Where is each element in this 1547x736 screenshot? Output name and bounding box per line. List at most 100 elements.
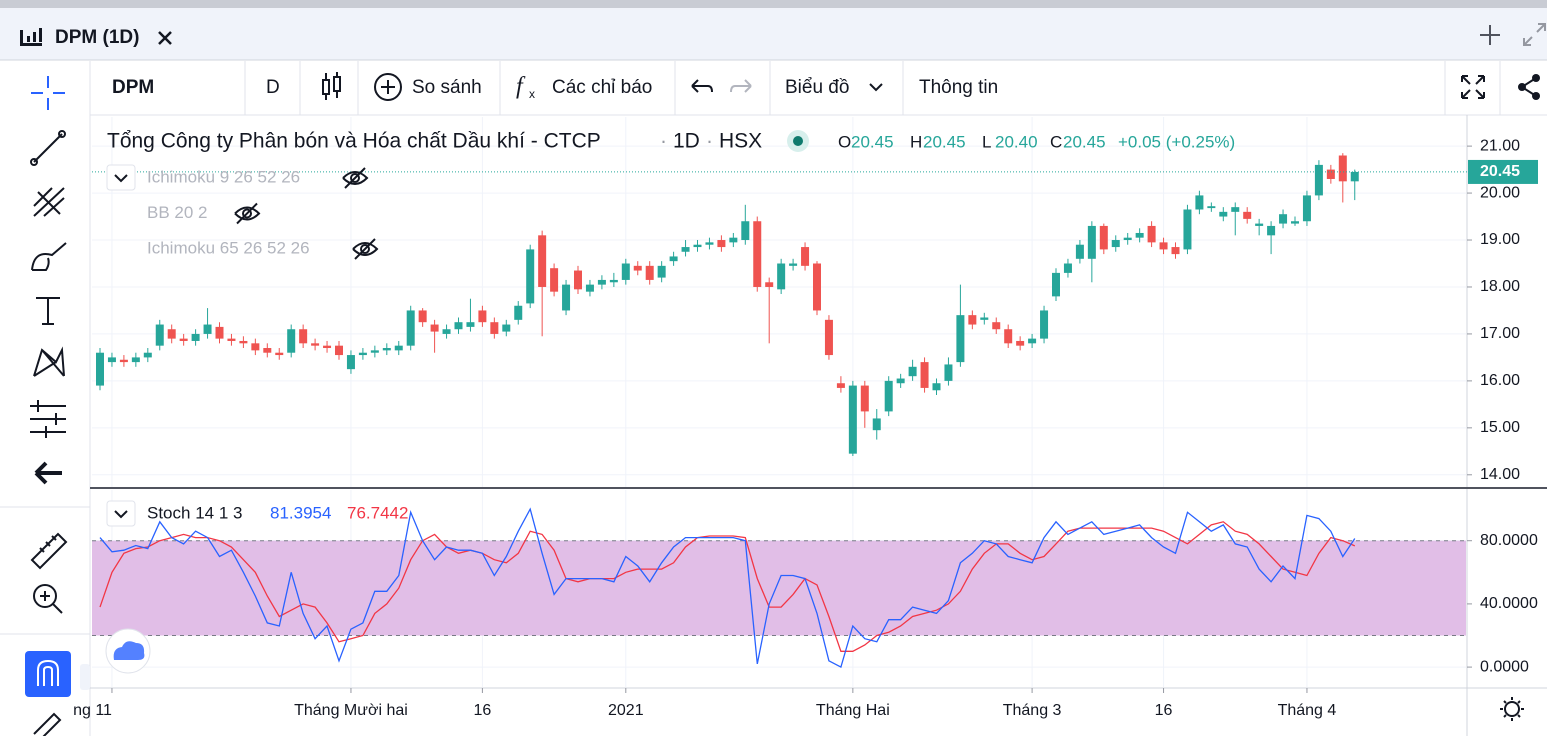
candle-body bbox=[944, 364, 953, 381]
indicators-icon[interactable]: x bbox=[529, 87, 535, 101]
candle-body bbox=[1291, 221, 1299, 224]
candle-body bbox=[502, 324, 511, 332]
indicators[interactable]: Các chỉ báo bbox=[552, 77, 652, 98]
collapse-handle[interactable] bbox=[80, 664, 90, 690]
compare-icon[interactable] bbox=[381, 80, 395, 94]
candle-body bbox=[585, 284, 594, 292]
candle-body bbox=[550, 268, 559, 292]
info[interactable]: Thông tin bbox=[919, 77, 998, 98]
candle-body bbox=[621, 263, 630, 280]
x-tick-label: Tháng 4 bbox=[1278, 702, 1337, 719]
candle-body bbox=[478, 310, 487, 323]
hidden-icon[interactable] bbox=[360, 244, 370, 254]
stoch-line bbox=[99, 521, 1356, 652]
lock-tool[interactable] bbox=[33, 712, 62, 736]
y-tick-label: 14.00 bbox=[1480, 466, 1520, 483]
prediction-tool[interactable] bbox=[30, 400, 66, 438]
hidden-icon[interactable] bbox=[234, 202, 261, 225]
ohlc-value: 20.45 bbox=[923, 132, 966, 151]
settings[interactable] bbox=[1500, 697, 1524, 721]
tab-bar bbox=[0, 8, 1547, 60]
fib-tool[interactable] bbox=[33, 187, 65, 217]
toolbar-separators bbox=[244, 61, 1501, 115]
legend-interval: 1D bbox=[673, 130, 700, 153]
price-change: +0.05 (+0.25%) bbox=[1118, 132, 1235, 151]
collapse-button[interactable] bbox=[106, 164, 136, 191]
share[interactable] bbox=[1518, 74, 1540, 100]
compare-icon[interactable] bbox=[374, 73, 402, 101]
interval[interactable]: D bbox=[266, 77, 280, 98]
candle-body bbox=[311, 343, 320, 346]
pattern-tool[interactable] bbox=[33, 346, 65, 377]
magnet-tool[interactable] bbox=[37, 659, 59, 686]
candle-body bbox=[1183, 209, 1192, 250]
close-tab[interactable] bbox=[158, 31, 172, 45]
drawing-toolbar bbox=[0, 61, 90, 736]
line-tool[interactable] bbox=[33, 133, 63, 163]
text-tool[interactable] bbox=[36, 297, 60, 325]
magnet-tool[interactable] bbox=[25, 651, 71, 697]
candle-body bbox=[1147, 225, 1156, 243]
candle-body bbox=[1326, 169, 1335, 179]
brush-tool[interactable] bbox=[31, 242, 67, 271]
redo[interactable] bbox=[730, 79, 752, 93]
separator: · bbox=[706, 130, 713, 153]
collapse-button[interactable] bbox=[114, 510, 128, 519]
candle-body bbox=[872, 418, 881, 431]
candle-body bbox=[406, 310, 415, 346]
stoch-band bbox=[92, 540, 1466, 636]
dropdown-arrow[interactable] bbox=[869, 83, 883, 92]
add-tab[interactable] bbox=[1480, 25, 1500, 45]
candle-body bbox=[1087, 225, 1096, 259]
crosshair-tool[interactable] bbox=[31, 76, 65, 110]
candle-body bbox=[442, 329, 451, 334]
candle-type-icon[interactable] bbox=[322, 72, 341, 100]
candle-body bbox=[167, 329, 176, 339]
chart-type[interactable]: Biểu đồ bbox=[785, 77, 849, 98]
fullscreen[interactable] bbox=[1461, 75, 1485, 99]
compare[interactable]: So sánh bbox=[412, 77, 482, 98]
zoom-tool[interactable] bbox=[40, 591, 63, 614]
hidden-icon[interactable] bbox=[342, 167, 369, 189]
candle-body bbox=[765, 282, 774, 287]
indicator-name: BB 20 2 bbox=[147, 203, 208, 222]
separator: · bbox=[660, 130, 667, 153]
collapse-button[interactable] bbox=[114, 174, 128, 183]
candle-body bbox=[107, 357, 116, 363]
candle-body bbox=[96, 352, 104, 386]
candle-body bbox=[1135, 232, 1144, 238]
tab-title[interactable]: DPM (1D) bbox=[55, 27, 139, 48]
candle-body bbox=[203, 324, 212, 334]
stoch-line bbox=[99, 507, 1356, 669]
candle-body bbox=[813, 263, 821, 311]
candle-body bbox=[299, 329, 308, 344]
candle-body bbox=[633, 265, 642, 271]
x-tick-label: 16 bbox=[474, 702, 492, 719]
y-tick-label: 40.0000 bbox=[1480, 595, 1538, 612]
zoom-tool[interactable] bbox=[33, 584, 57, 608]
line-tool[interactable] bbox=[30, 158, 38, 166]
market-status[interactable] bbox=[793, 136, 803, 146]
collapse-button[interactable] bbox=[106, 500, 136, 527]
candle-body bbox=[430, 324, 439, 332]
hide-toolbar[interactable] bbox=[34, 461, 62, 485]
candle-body bbox=[490, 322, 499, 334]
symbol[interactable]: DPM bbox=[112, 77, 154, 98]
y-tick-label: 19.00 bbox=[1480, 231, 1520, 248]
collapse[interactable] bbox=[1523, 23, 1546, 46]
hidden-icon[interactable] bbox=[242, 208, 252, 219]
symbol-name: Tổng Công ty Phân bón và Hóa chất Dầu kh… bbox=[107, 130, 601, 153]
candle-body bbox=[119, 359, 128, 363]
hidden-icon[interactable] bbox=[350, 173, 360, 183]
candle-body bbox=[514, 305, 523, 320]
hidden-icon[interactable] bbox=[352, 238, 379, 260]
indicators-icon[interactable]: f bbox=[516, 74, 526, 100]
candle-body bbox=[275, 352, 284, 356]
candle-body bbox=[382, 348, 391, 351]
indicator-name: Ichimoku 9 26 52 26 bbox=[147, 167, 300, 186]
settings[interactable] bbox=[1504, 701, 1520, 717]
undo[interactable] bbox=[691, 79, 713, 93]
ruler-tool[interactable] bbox=[30, 532, 68, 570]
line-tool[interactable] bbox=[58, 130, 66, 138]
candle-body bbox=[227, 338, 236, 341]
